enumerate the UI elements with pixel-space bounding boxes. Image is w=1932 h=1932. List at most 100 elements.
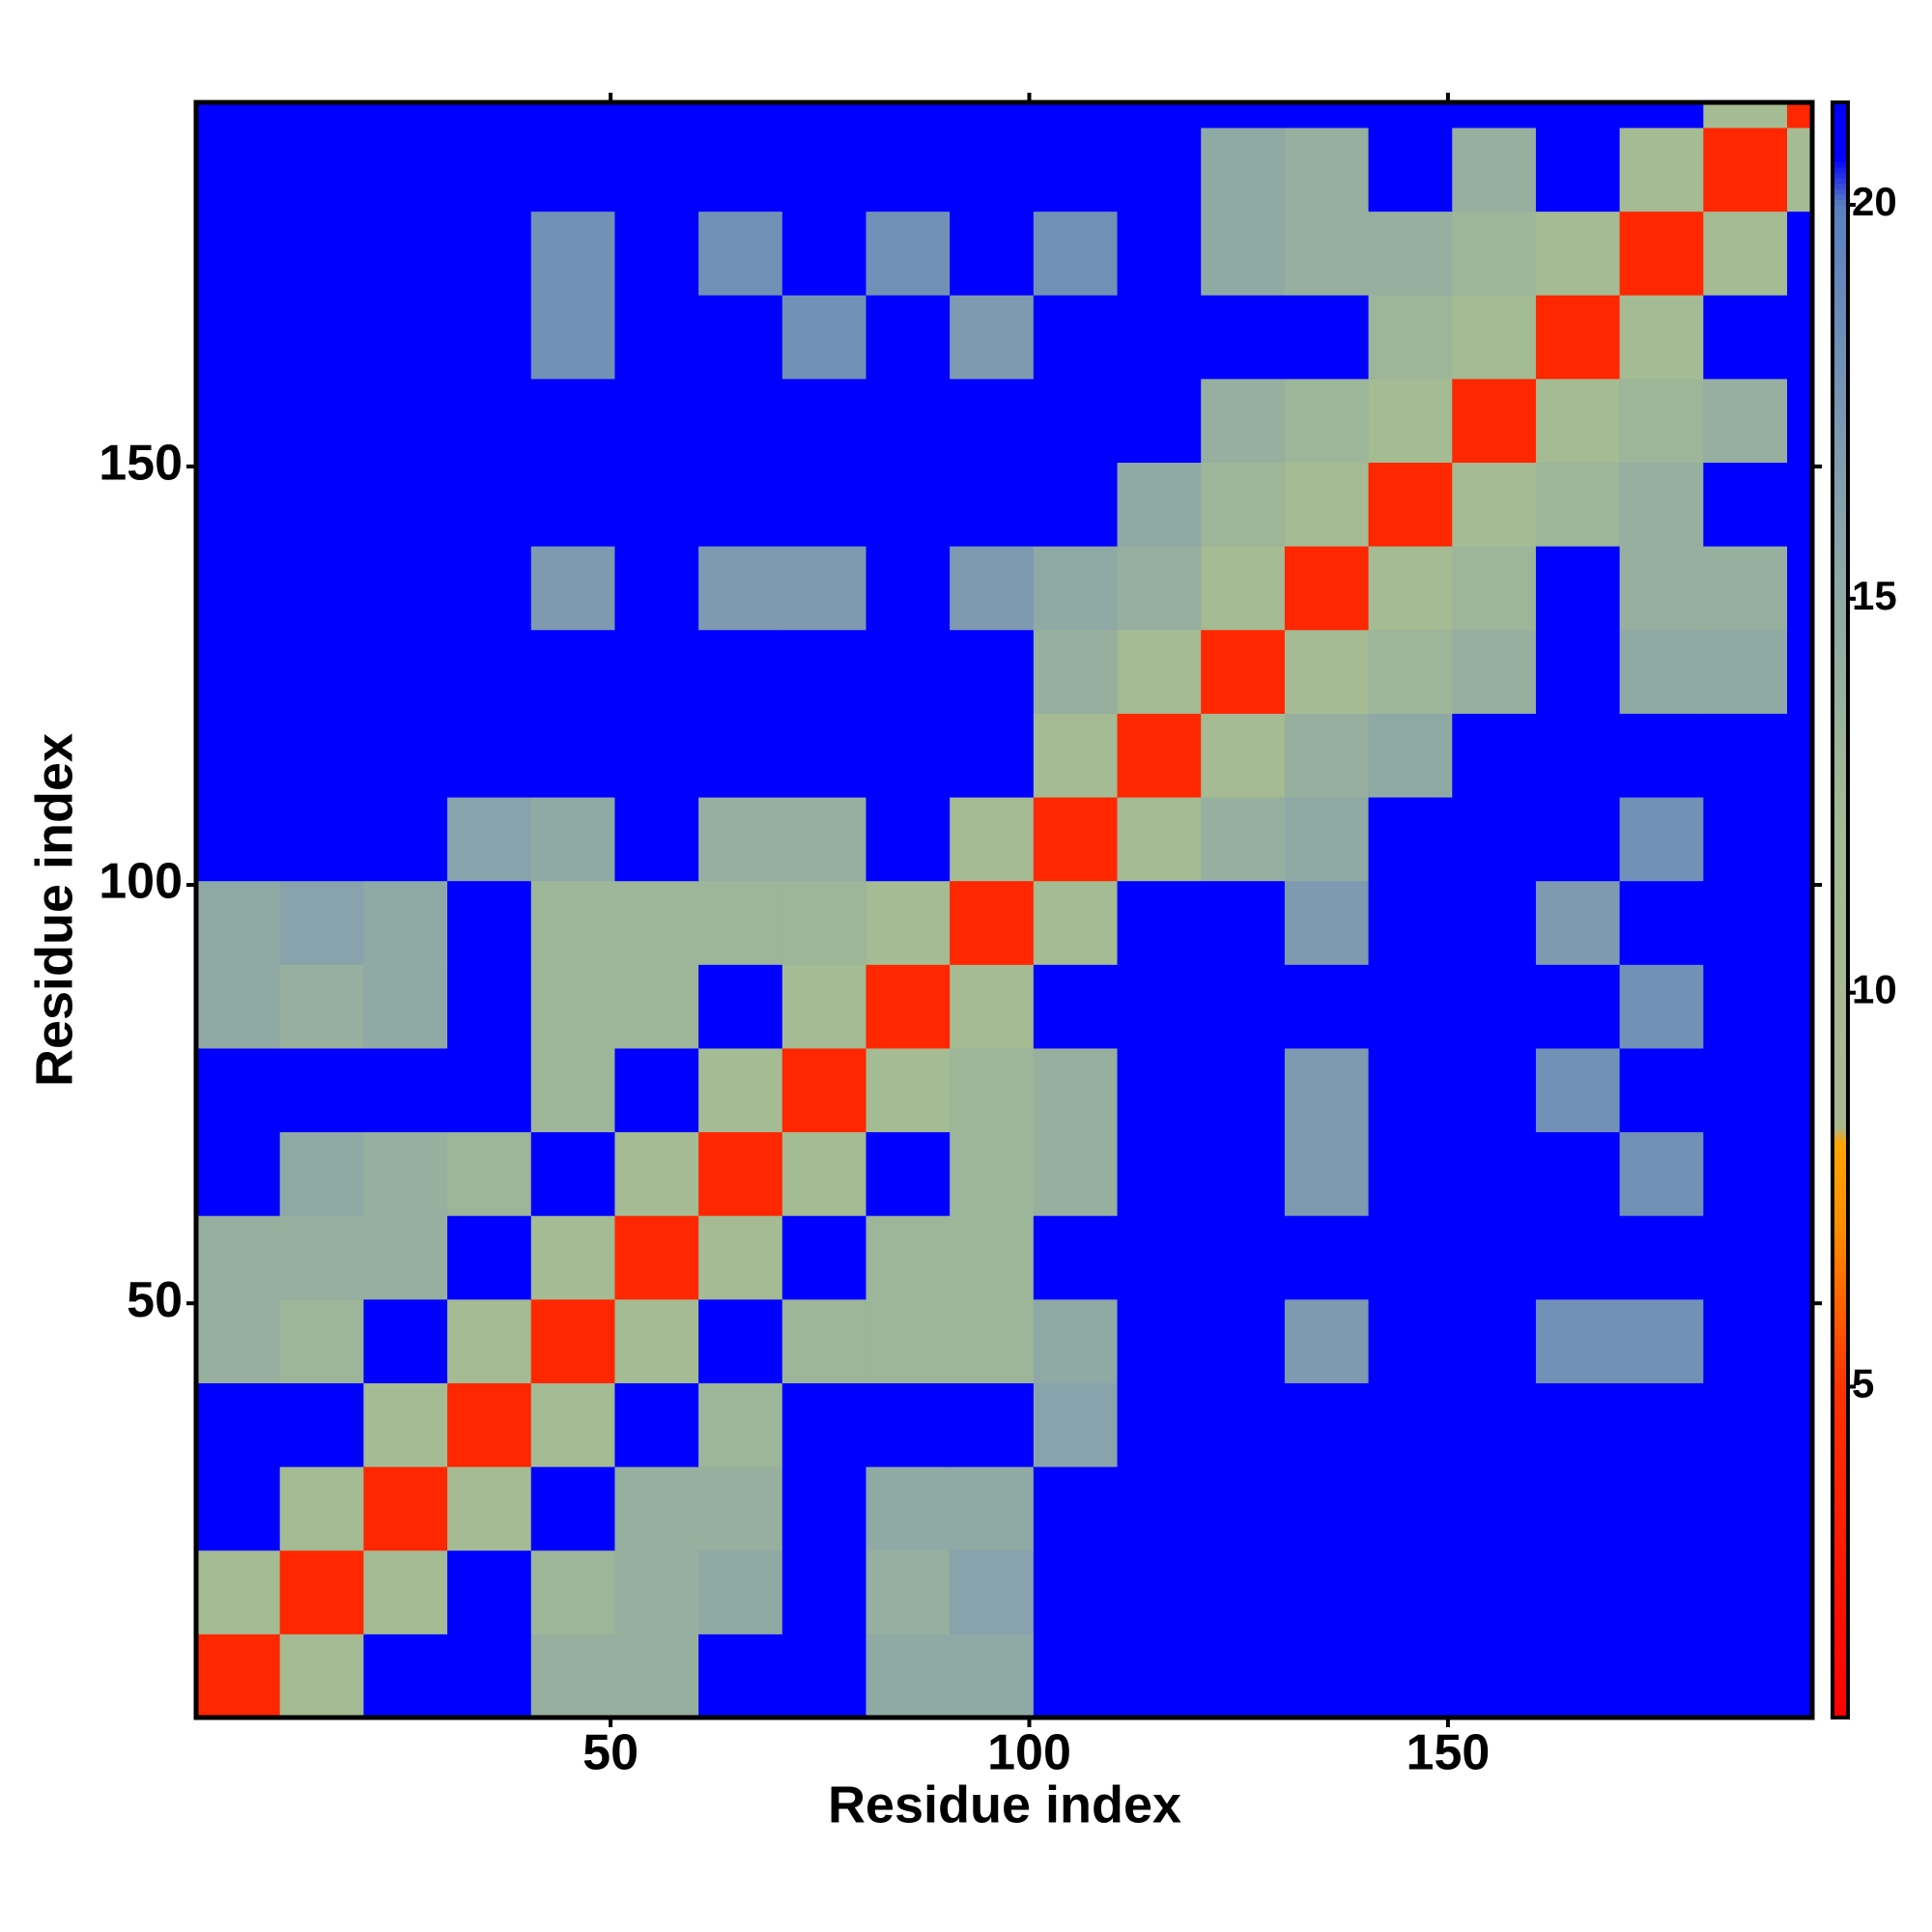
heatmap-cell [196, 713, 281, 798]
heatmap-cell [447, 1382, 532, 1467]
colorbar-segment [1833, 775, 1848, 781]
heatmap-cell [1117, 462, 1202, 547]
heatmap-cell [1201, 295, 1286, 380]
heatmap-cell [1368, 1634, 1453, 1719]
heatmap-cell [1284, 1466, 1370, 1551]
heatmap-cell [1786, 211, 1813, 296]
colorbar-segment [1833, 651, 1848, 658]
heatmap-cell [1201, 1382, 1286, 1467]
heatmap-cell [279, 1549, 364, 1634]
plot-frame [193, 99, 1815, 1720]
heatmap-cells [196, 102, 1813, 1719]
heatmap-cell [1452, 127, 1537, 213]
heatmap-cell [1619, 546, 1704, 631]
heatmap-cell [530, 127, 615, 213]
heatmap-cell [1535, 1549, 1621, 1634]
heatmap-cell [363, 546, 448, 631]
heatmap-cell [1117, 295, 1202, 380]
colorbar-segment [1833, 128, 1848, 136]
x-axis-title: Residue index [828, 1776, 1181, 1833]
heatmap-cell [279, 546, 364, 631]
colorbar-segment [1833, 791, 1848, 798]
colorbar-segment [1833, 823, 1848, 830]
heatmap-cell [866, 1466, 951, 1551]
heatmap-cell [614, 378, 699, 464]
colorbar-segment [1833, 936, 1848, 944]
colorbar-segment [1833, 409, 1848, 415]
colorbar-segment [1833, 1432, 1848, 1438]
heatmap-cell [363, 880, 448, 965]
heatmap-cell [614, 102, 699, 128]
heatmap-cell [279, 1382, 364, 1467]
heatmap-cell [1201, 1634, 1286, 1719]
heatmap-cell [781, 462, 867, 547]
colorbar-segment [1833, 1329, 1848, 1336]
heatmap-cell [614, 1382, 699, 1467]
colorbar-segment [1833, 1147, 1848, 1153]
colorbar-tick-label: 5 [1852, 1361, 1874, 1406]
colorbar-segment [1833, 306, 1848, 313]
colorbar-segment [1833, 1712, 1848, 1719]
heatmap-cell [1452, 964, 1537, 1049]
heatmap-cell [698, 546, 783, 631]
heatmap-cell [1284, 1382, 1370, 1467]
heatmap-cell [1284, 295, 1370, 380]
heatmap-cell [447, 1047, 532, 1133]
colorbar-segment [1833, 770, 1848, 777]
heatmap-cell [1452, 629, 1537, 714]
heatmap-cell [1619, 1634, 1704, 1719]
colorbar-segment [1833, 210, 1848, 216]
heatmap-cell [698, 880, 783, 965]
heatmap-cell [698, 964, 783, 1049]
heatmap-cell [1619, 797, 1704, 882]
heatmap-cell [530, 629, 615, 714]
colorbar-segment [1833, 559, 1848, 566]
heatmap-cell [1368, 1298, 1453, 1383]
colorbar-segment [1833, 668, 1848, 674]
colorbar [1833, 102, 1848, 1719]
colorbar-segment [1833, 1491, 1848, 1498]
colorbar-segment [1833, 1237, 1848, 1245]
heatmap-cell [279, 1131, 364, 1216]
colorbar-segment [1833, 1281, 1848, 1288]
colorbar-segment [1833, 570, 1848, 578]
heatmap-cell [866, 713, 951, 798]
colorbar-segment [1833, 387, 1848, 394]
colorbar-segment [1833, 942, 1848, 949]
heatmap-cell [1284, 546, 1370, 631]
colorbar-segment [1833, 1103, 1848, 1110]
heatmap-cell [196, 211, 281, 296]
heatmap-cell [363, 378, 448, 464]
colorbar-segment [1833, 576, 1848, 582]
heatmap-cell [447, 546, 532, 631]
heatmap-cell [1117, 713, 1202, 798]
heatmap-cell [196, 546, 281, 631]
heatmap-cell [698, 1215, 783, 1300]
colorbar-segment [1833, 716, 1848, 723]
heatmap-cell [1619, 629, 1704, 714]
colorbar-segment [1833, 565, 1848, 572]
colorbar-segment [1833, 1174, 1848, 1180]
colorbar-segment [1833, 1658, 1848, 1664]
heatmap-cell [614, 546, 699, 631]
colorbar-segment [1833, 894, 1848, 900]
colorbar-segment [1833, 1442, 1848, 1449]
heatmap-cell [1284, 102, 1370, 128]
heatmap-cell [1117, 964, 1202, 1049]
heatmap-cell [1284, 1215, 1370, 1300]
heatmap-cell [1033, 378, 1119, 464]
heatmap-cell [1619, 1466, 1704, 1551]
colorbar-segment [1833, 1011, 1848, 1019]
colorbar-segment [1833, 1179, 1848, 1185]
colorbar-segment [1833, 538, 1848, 545]
colorbar-segment [1833, 996, 1848, 1003]
colorbar-segment [1833, 323, 1848, 329]
colorbar-segment [1833, 1346, 1848, 1352]
heatmap-cell [1033, 127, 1119, 213]
y-tick-label: 50 [127, 1272, 183, 1328]
heatmap-cell [1703, 1131, 1788, 1216]
colorbar-segment [1833, 1087, 1848, 1094]
colorbar-segment [1833, 490, 1848, 497]
colorbar-segment [1833, 344, 1848, 351]
colorbar-segment [1833, 662, 1848, 668]
